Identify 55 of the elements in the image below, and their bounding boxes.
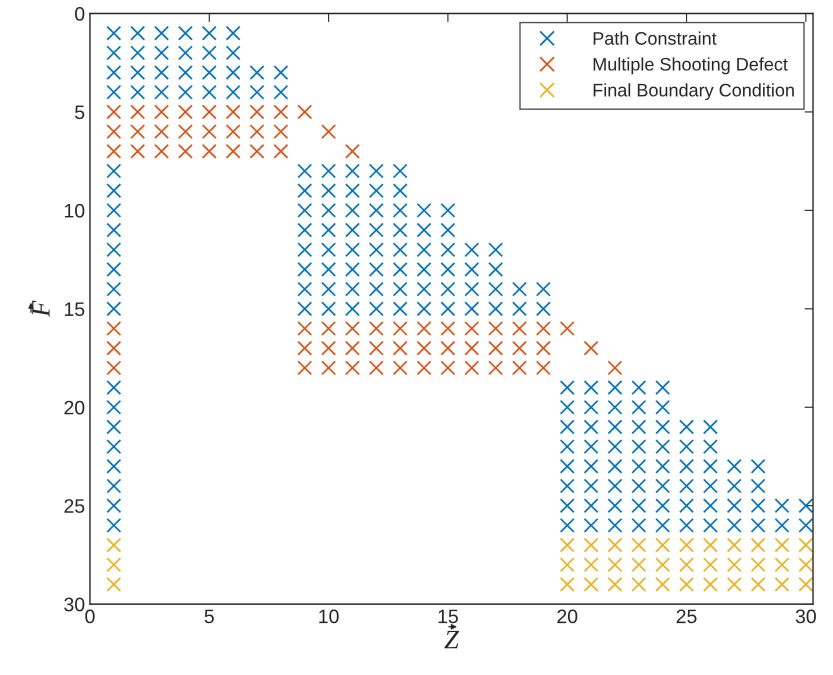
legend-label: Multiple Shooting Defect bbox=[594, 57, 788, 74]
y-axis-title: F bbox=[32, 300, 50, 318]
point bbox=[726, 538, 742, 552]
point bbox=[798, 538, 814, 552]
point bbox=[798, 577, 814, 592]
y-tick-label: 30 bbox=[64, 598, 84, 612]
point bbox=[631, 538, 646, 552]
point bbox=[679, 577, 694, 592]
x-axis-title: Z bbox=[444, 630, 460, 648]
y-tick-label: 0 bbox=[75, 6, 84, 21]
point bbox=[702, 577, 718, 592]
point bbox=[608, 538, 622, 552]
point bbox=[750, 577, 766, 592]
point bbox=[774, 538, 790, 552]
point bbox=[726, 557, 742, 572]
point bbox=[608, 577, 622, 592]
point bbox=[608, 557, 622, 572]
point bbox=[774, 557, 790, 572]
point bbox=[560, 557, 575, 572]
point bbox=[702, 538, 718, 552]
point bbox=[106, 577, 122, 592]
point bbox=[679, 557, 694, 572]
y-tick-label: 5 bbox=[75, 106, 84, 120]
x-tick-label: 10 bbox=[319, 610, 339, 624]
point bbox=[655, 538, 670, 552]
point bbox=[631, 577, 646, 592]
y-tick-label: 20 bbox=[64, 400, 84, 414]
y-tick-label: 10 bbox=[64, 204, 84, 218]
y-tick-label: 25 bbox=[64, 499, 84, 513]
x-tick-label: 0 bbox=[85, 610, 95, 624]
point bbox=[106, 557, 122, 572]
point bbox=[655, 557, 670, 572]
point bbox=[584, 557, 599, 572]
point bbox=[584, 577, 599, 592]
x-tick-label: 25 bbox=[676, 610, 697, 624]
point bbox=[560, 577, 575, 592]
point bbox=[750, 557, 766, 572]
x-tick-label: 30 bbox=[796, 610, 816, 624]
point bbox=[560, 538, 575, 552]
point bbox=[750, 538, 766, 552]
point bbox=[655, 577, 670, 592]
legend-label: Final Boundary Condition bbox=[594, 83, 794, 100]
point bbox=[584, 538, 599, 552]
point bbox=[106, 538, 122, 552]
point bbox=[798, 557, 814, 572]
point bbox=[726, 577, 742, 592]
legend-label: Path Constraint bbox=[594, 32, 717, 45]
point bbox=[702, 557, 718, 572]
point bbox=[774, 577, 790, 592]
point bbox=[631, 557, 646, 572]
point bbox=[679, 538, 694, 552]
y-tick-label: 15 bbox=[64, 302, 84, 316]
x-tick-label: 5 bbox=[204, 610, 214, 624]
x-tick-label: 20 bbox=[557, 610, 578, 624]
x-tick-label: 15 bbox=[438, 610, 458, 624]
